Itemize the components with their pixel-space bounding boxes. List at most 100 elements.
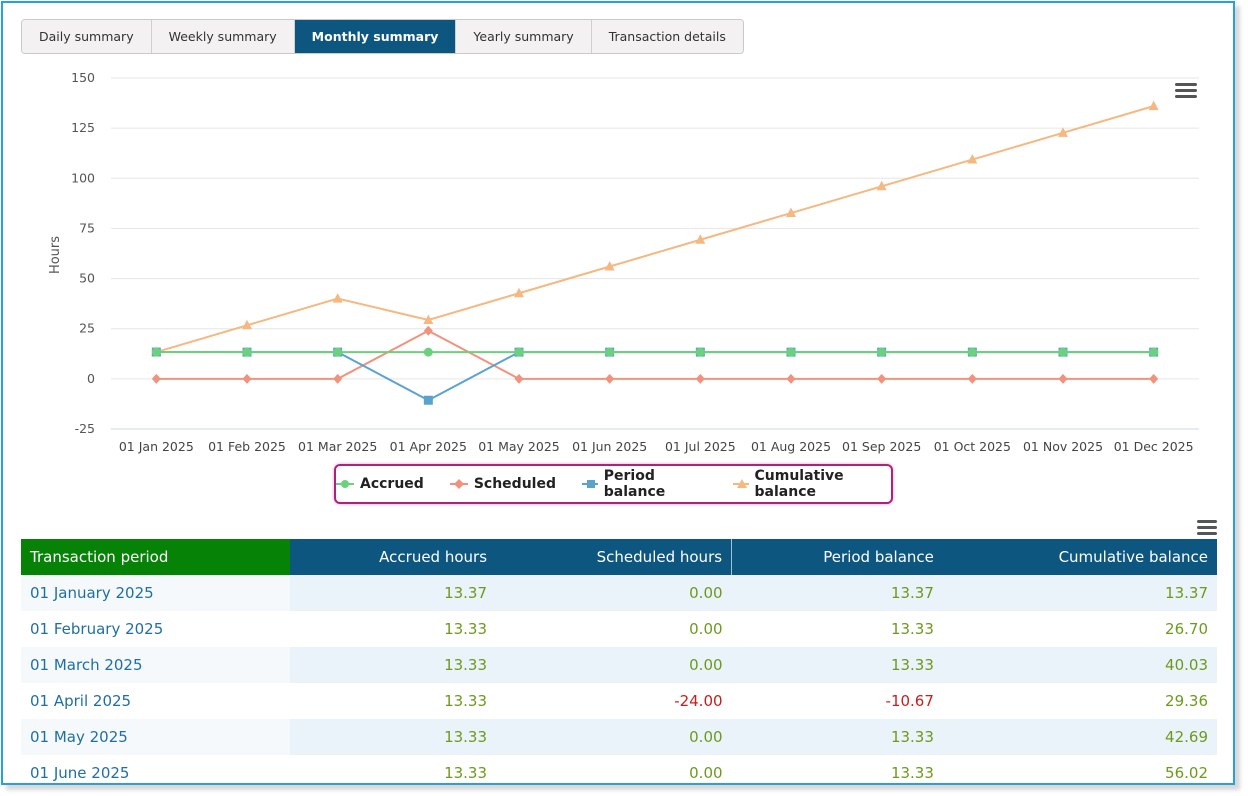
hours-line-chart: -25 0 25 50 75 100 125 150 01 Jan 2025 01 Feb 202… — [48, 70, 1199, 454]
cell-accrued: 13.37 — [290, 575, 497, 611]
table-row: 01 June 2025 13.33 0.00 13.33 56.02 — [21, 755, 1217, 783]
cell-period-balance: 13.33 — [731, 647, 943, 683]
legend-accrued-icon — [336, 480, 354, 488]
cell-cumulative: 29.36 — [1165, 692, 1208, 710]
point-cumulative-balance — [514, 287, 524, 298]
point-scheduled — [151, 373, 161, 384]
x-tick-label: 01 Jan 2025 — [119, 439, 194, 454]
cell-cumulative: 42.69 — [942, 719, 1217, 755]
point-cumulative-balance — [332, 293, 343, 303]
point-scheduled — [242, 373, 252, 384]
series-line-scheduled — [156, 329, 1154, 380]
x-tick-label: 01 May 2025 — [478, 439, 560, 454]
point-accrued — [151, 347, 161, 357]
legend-label-period-balance: Period balance — [603, 468, 666, 500]
point-cumulative-balance — [423, 314, 434, 324]
cell-period[interactable]: 01 January 2025 — [21, 575, 290, 611]
point-accrued — [695, 347, 705, 357]
cell-scheduled: -24.00 — [674, 692, 723, 710]
table-row: 01 April 2025 13.33 -24.00 -10.67 29.36 — [21, 683, 1217, 719]
point-scheduled — [1149, 373, 1159, 384]
chart-legend: Accrued Scheduled Period balance Cumulat… — [334, 464, 893, 504]
report-window: Daily summary Weekly summary Monthly sum… — [1, 1, 1235, 785]
x-tick-label: 01 Sep 2025 — [842, 439, 921, 454]
cell-period[interactable]: 01 March 2025 — [21, 647, 290, 683]
cell-cumulative: 13.37 — [942, 575, 1217, 611]
cell-period[interactable]: 01 April 2025 — [21, 683, 290, 719]
table-row: 01 January 2025 13.37 0.00 13.37 13.37 — [21, 575, 1217, 611]
x-tick-label: 01 Jul 2025 — [665, 439, 736, 454]
cell-accrued: 13.33 — [444, 692, 488, 710]
header-cumulative-balance[interactable]: Cumulative balance — [942, 539, 1217, 575]
cell-accrued: 13.33 — [444, 620, 488, 638]
point-cumulative-balance — [695, 234, 706, 244]
table-header-row: Transaction period Accrued hours Schedul… — [21, 539, 1217, 575]
cell-accrued: 13.33 — [290, 719, 497, 755]
point-accrued — [1058, 347, 1068, 357]
point-cumulative-balance — [967, 154, 978, 164]
x-tick-label: 01 Dec 2025 — [1114, 439, 1194, 454]
tab-yearly-summary[interactable]: Yearly summary — [456, 20, 592, 53]
cell-period-balance: 13.37 — [731, 575, 943, 611]
cell-cumulative: 56.02 — [1165, 764, 1208, 782]
table-menu-icon[interactable] — [1197, 520, 1217, 536]
y-axis-title: Hours — [48, 236, 63, 274]
point-scheduled — [514, 373, 524, 384]
cell-scheduled: 0.00 — [689, 764, 723, 782]
cell-cumulative: 26.70 — [1165, 620, 1208, 638]
point-accrued — [242, 347, 252, 357]
y-tick-label: 75 — [79, 220, 95, 235]
y-tick-label: 100 — [71, 170, 95, 185]
header-accrued-hours[interactable]: Accrued hours — [290, 539, 497, 575]
point-period-balance — [423, 395, 433, 405]
point-cumulative-balance — [604, 260, 615, 271]
tab-weekly-summary[interactable]: Weekly summary — [151, 20, 295, 53]
legend-cumulative-balance-icon — [732, 479, 749, 488]
legend-label-accrued: Accrued — [360, 476, 424, 492]
cell-scheduled: 0.00 — [496, 647, 732, 683]
cell-period-balance: 13.33 — [890, 764, 934, 782]
point-scheduled — [423, 325, 433, 336]
tab-transaction-details[interactable]: Transaction details — [591, 20, 743, 53]
legend-item-scheduled[interactable]: Scheduled — [449, 476, 556, 492]
x-tick-label: 01 Jun 2025 — [572, 439, 647, 454]
header-scheduled-hours[interactable]: Scheduled hours — [496, 539, 732, 575]
point-accrued — [786, 347, 796, 357]
x-tick-label: 01 Feb 2025 — [208, 439, 286, 454]
legend-item-cumulative-balance[interactable]: Cumulative balance — [732, 468, 891, 500]
tab-daily-summary[interactable]: Daily summary — [22, 20, 152, 53]
point-cumulative-balance — [1148, 100, 1159, 111]
point-scheduled — [1058, 373, 1068, 384]
legend-period-balance-icon — [581, 480, 598, 488]
point-scheduled — [605, 373, 615, 384]
header-period-balance[interactable]: Period balance — [731, 539, 943, 575]
table-row: 01 May 2025 13.33 0.00 13.33 42.69 — [21, 719, 1217, 755]
chart-menu-icon[interactable] — [1175, 83, 1197, 101]
point-accrued — [1149, 347, 1159, 357]
x-tick-label: 01 Apr 2025 — [390, 439, 467, 454]
series-line-cumulative-balance — [156, 105, 1154, 353]
point-accrued — [333, 347, 343, 357]
cell-period-balance: 13.33 — [731, 719, 943, 755]
point-scheduled — [877, 373, 887, 384]
cell-scheduled: 0.00 — [496, 719, 732, 755]
summary-tabs: Daily summary Weekly summary Monthly sum… — [21, 19, 744, 54]
x-tick-label: 01 Oct 2025 — [934, 439, 1011, 454]
point-cumulative-balance — [876, 180, 887, 191]
point-scheduled — [695, 373, 705, 384]
y-tick-label: 150 — [71, 70, 95, 85]
header-transaction-period[interactable]: Transaction period — [21, 539, 290, 575]
point-scheduled — [967, 373, 977, 384]
series-line-period-balance — [156, 351, 1154, 402]
point-accrued — [967, 347, 977, 357]
legend-item-period-balance[interactable]: Period balance — [581, 468, 707, 500]
cell-period[interactable]: 01 June 2025 — [21, 755, 290, 783]
cell-period[interactable]: 01 May 2025 — [21, 719, 290, 755]
point-cumulative-balance — [786, 207, 796, 218]
legend-item-accrued[interactable]: Accrued — [336, 476, 424, 492]
tab-monthly-summary[interactable]: Monthly summary — [294, 20, 457, 53]
point-accrued — [605, 347, 615, 357]
table-row: 01 February 2025 13.33 0.00 13.33 26.70 — [21, 611, 1217, 647]
cell-period[interactable]: 01 February 2025 — [21, 611, 290, 647]
x-tick-label: 01 Aug 2025 — [751, 439, 831, 454]
